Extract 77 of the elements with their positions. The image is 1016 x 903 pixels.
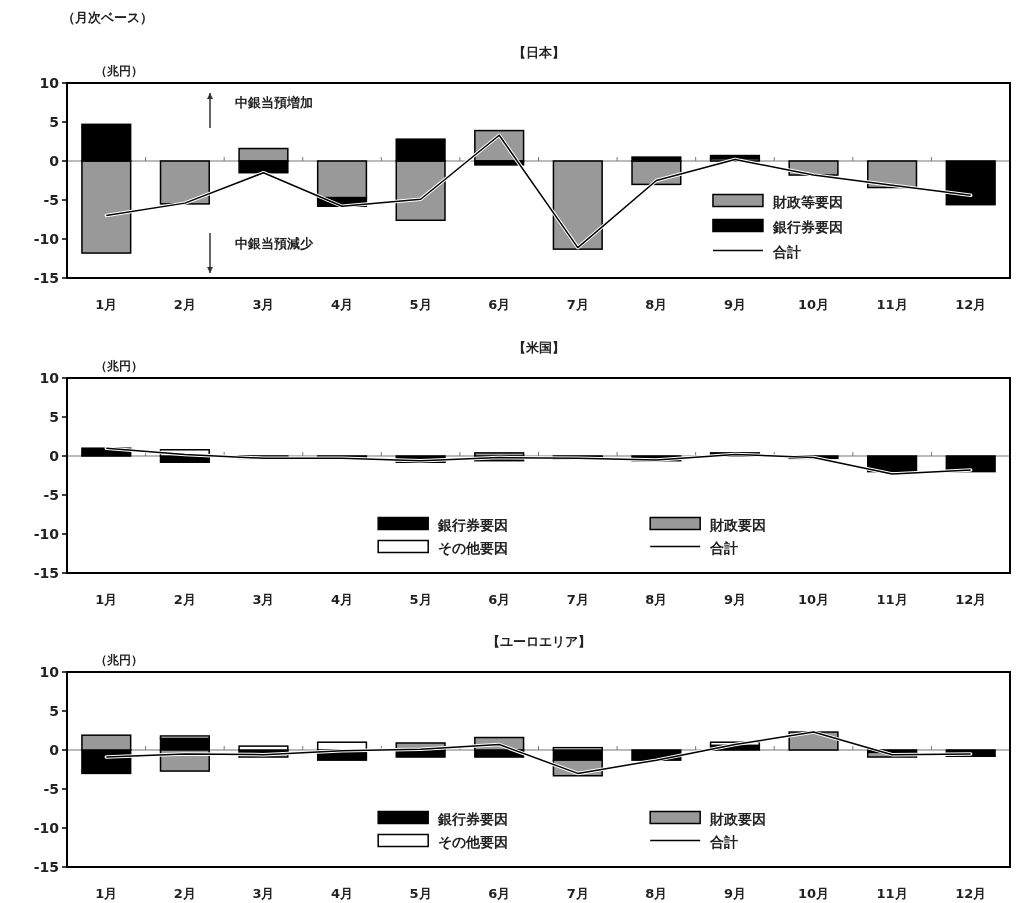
y-tick-label: 5 — [49, 408, 59, 425]
x-tick-label: 8月 — [645, 886, 668, 901]
y-axis-title: （兆円） — [95, 358, 143, 373]
annotation: 中銀当預減少 — [235, 236, 314, 251]
bar — [159, 160, 210, 205]
x-tick-label: 12月 — [955, 886, 987, 901]
legend-label: 合計 — [709, 833, 739, 850]
y-tick-label: -5 — [43, 781, 59, 797]
legend-label: その他要因 — [438, 539, 509, 555]
x-tick-label: 1月 — [95, 591, 118, 607]
x-tick-label: 10月 — [797, 886, 830, 901]
x-tick-label: 7月 — [566, 591, 589, 607]
y-axis-title: （兆円） — [95, 653, 143, 667]
x-tick-label: 2月 — [173, 886, 196, 901]
legend-label: 銀行券要因 — [437, 810, 509, 827]
y-tick-label: 5 — [49, 703, 59, 719]
chart-title: 【ユーロエリア】 — [486, 634, 591, 649]
y-tick-label: -15 — [33, 564, 59, 581]
x-tick-label: 3月 — [252, 297, 275, 312]
y-tick-label: -10 — [33, 231, 60, 247]
legend-label: 銀行券要因 — [771, 218, 843, 235]
y-tick-label: 10 — [39, 75, 60, 91]
x-tick-label: 1月 — [95, 297, 118, 312]
x-tick-label: 10月 — [797, 297, 830, 312]
x-tick-label: 9月 — [723, 591, 746, 607]
y-tick-label: 10 — [39, 369, 60, 386]
x-tick-label: 4月 — [331, 297, 354, 312]
y-tick-label: 10 — [39, 664, 60, 680]
chart-title: 【米国】 — [512, 339, 565, 355]
y-tick-label: -10 — [33, 820, 60, 836]
x-tick-label: 6月 — [488, 297, 511, 312]
x-tick-label: 10月 — [797, 591, 830, 607]
x-tick-label: 3月 — [252, 591, 275, 607]
x-tick-label: 5月 — [409, 886, 432, 901]
annotation: 中銀当預増加 — [235, 95, 313, 110]
x-tick-label: 7月 — [566, 297, 589, 312]
legend-label: その他要因 — [438, 833, 509, 850]
x-tick-label: 5月 — [409, 591, 432, 607]
x-tick-label: 12月 — [955, 591, 987, 607]
x-tick-label: 11月 — [876, 591, 908, 607]
y-tick-label: 0 — [49, 447, 60, 464]
x-tick-label: 12月 — [955, 297, 987, 312]
y-tick-label: -5 — [43, 192, 59, 208]
x-tick-label: 9月 — [723, 297, 746, 312]
x-tick-label: 5月 — [409, 297, 432, 312]
x-tick-label: 2月 — [173, 297, 196, 312]
legend-label: 合計 — [709, 539, 739, 555]
x-tick-label: 11月 — [876, 297, 908, 312]
y-tick-label: -15 — [33, 270, 59, 286]
legend-label: 財政等要因 — [771, 193, 843, 210]
chart-title: 【日本】 — [512, 45, 565, 60]
x-tick-label: 8月 — [645, 591, 668, 607]
bar — [867, 454, 918, 472]
x-tick-label: 9月 — [723, 886, 746, 901]
x-tick-label: 6月 — [488, 591, 511, 607]
y-tick-label: -10 — [33, 525, 60, 542]
x-tick-label: 8月 — [645, 297, 668, 312]
y-tick-label: -5 — [43, 486, 59, 503]
x-tick-label: 2月 — [173, 591, 196, 607]
x-tick-label: 4月 — [331, 886, 354, 901]
x-tick-label: 1月 — [95, 886, 118, 901]
y-axis-title: （兆円） — [95, 64, 143, 78]
y-tick-label: 5 — [49, 114, 59, 130]
y-tick-label: 0 — [49, 742, 60, 758]
x-tick-label: 11月 — [876, 886, 908, 901]
y-tick-label: -15 — [33, 859, 59, 875]
y-tick-label: 0 — [49, 153, 60, 169]
legend-label: 銀行券要因 — [437, 516, 509, 532]
legend-label: 合計 — [771, 243, 801, 260]
legend-label: 財政要因 — [709, 516, 767, 532]
x-tick-label: 4月 — [331, 591, 354, 607]
bar — [474, 451, 525, 457]
x-tick-label: 7月 — [566, 886, 589, 901]
x-tick-label: 3月 — [252, 886, 275, 901]
chart-subtitle: （月次ベース） — [62, 10, 153, 25]
legend-label: 財政要因 — [709, 810, 767, 827]
x-tick-label: 6月 — [488, 886, 511, 901]
